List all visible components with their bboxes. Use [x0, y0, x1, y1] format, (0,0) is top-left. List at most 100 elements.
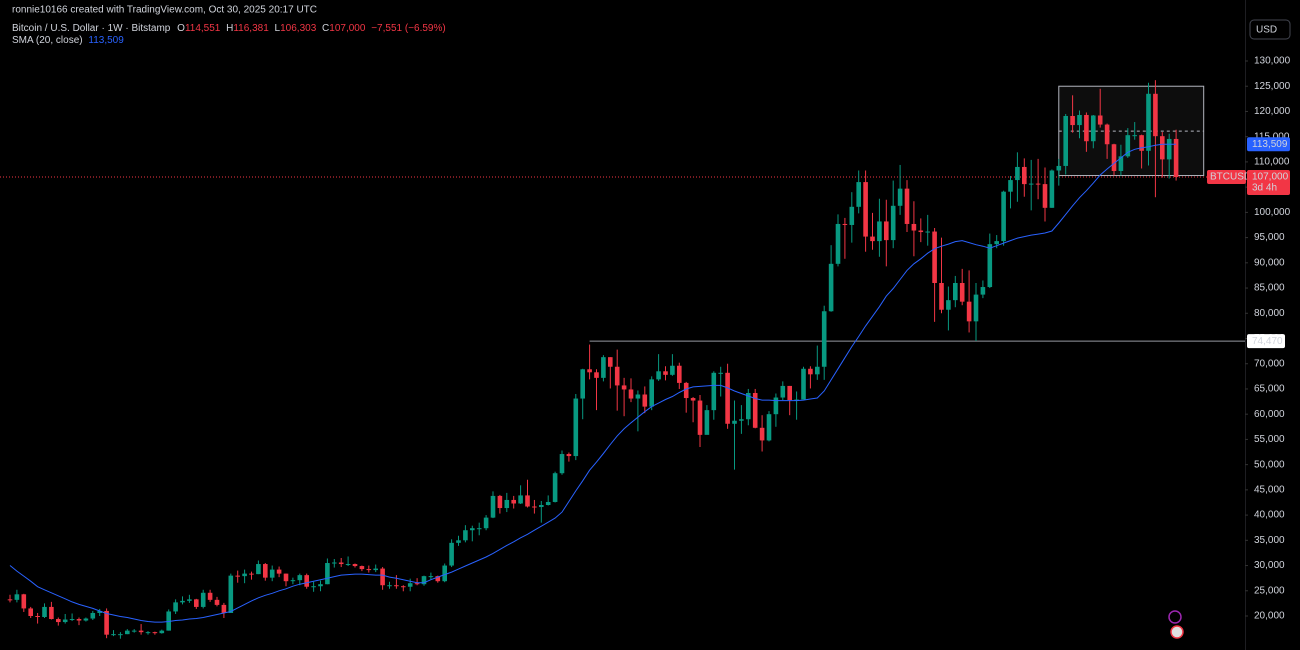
candle-body — [352, 564, 358, 567]
candle-body — [276, 569, 282, 574]
y-tick-label: 70,000 — [1254, 358, 1285, 369]
y-tick-label: 45,000 — [1254, 485, 1285, 496]
candle-body — [476, 528, 482, 530]
candle-body — [173, 602, 178, 612]
candle-body — [821, 311, 827, 367]
candle-body — [739, 419, 744, 421]
y-tick-label: 130,000 — [1254, 56, 1291, 67]
candle-body — [1022, 166, 1027, 185]
candle-body — [214, 599, 220, 605]
candle-body — [1111, 144, 1117, 171]
candle-body — [442, 565, 447, 582]
candle-body — [297, 575, 303, 581]
candle-body — [635, 394, 641, 399]
candle-body — [152, 632, 158, 634]
sma-tag-label: 113,509 — [1252, 139, 1288, 150]
level-tag — [1247, 334, 1285, 349]
candle-body — [1028, 183, 1034, 185]
candle-body — [35, 615, 40, 618]
y-tick-label: 110,000 — [1254, 157, 1290, 168]
candle-body — [718, 372, 723, 374]
icon-alert[interactable] — [1168, 610, 1182, 624]
candle-body — [835, 223, 841, 264]
y-tick-label: 55,000 — [1254, 434, 1285, 445]
candle-body — [925, 231, 930, 233]
y-tick-label: 115,000 — [1254, 131, 1290, 142]
icon-events[interactable] — [1170, 625, 1184, 639]
candle-body — [601, 357, 606, 378]
candle-body — [83, 618, 89, 621]
candle-body — [918, 230, 924, 233]
candle-body — [470, 528, 475, 531]
y-tick-label: 20,000 — [1254, 611, 1285, 622]
plot — [0, 80, 1245, 639]
candle-body — [973, 294, 979, 322]
candle-body — [877, 221, 882, 242]
candle-body — [414, 583, 420, 585]
y-tick-label: 80,000 — [1254, 308, 1285, 319]
candle-body — [594, 372, 599, 378]
level-tag-label: 74,470 — [1252, 336, 1283, 347]
candle-body — [456, 540, 461, 543]
close-label: C — [322, 23, 329, 34]
candle-body — [483, 517, 489, 529]
candle-body — [725, 372, 730, 424]
candle-body — [787, 385, 792, 401]
candle-body — [1056, 165, 1062, 171]
currency[interactable]: USD — [1256, 25, 1277, 36]
candle-body — [269, 569, 275, 578]
candle-body — [711, 372, 717, 411]
candle-body — [752, 392, 758, 428]
candle-body — [863, 182, 868, 237]
candle-body — [953, 282, 958, 301]
candle-body — [566, 454, 572, 457]
candle-body — [159, 630, 165, 634]
candle-body — [1146, 93, 1151, 151]
price-tag-label: 107,000 — [1252, 172, 1289, 183]
currency-button[interactable] — [1249, 19, 1291, 40]
candle-body — [1077, 114, 1082, 126]
candle-body — [1049, 170, 1055, 208]
candle-body — [21, 594, 27, 609]
candle-body — [1035, 183, 1041, 185]
y-tick-label: 35,000 — [1254, 535, 1285, 546]
candle-body — [890, 205, 896, 241]
candle-body — [511, 499, 516, 504]
candle-body — [1084, 114, 1089, 142]
candle-body — [187, 599, 192, 601]
low-label: L — [275, 23, 281, 34]
open-value: 114,551 — [185, 23, 221, 34]
candle-body — [180, 600, 185, 603]
candle-body — [1118, 156, 1124, 171]
candle-body — [249, 573, 254, 575]
candle-body — [911, 223, 917, 231]
candle-body — [435, 576, 441, 582]
y-tick-label: 120,000 — [1254, 106, 1291, 117]
candle-body — [690, 398, 696, 401]
candle-body — [1008, 180, 1013, 192]
candle-body — [939, 282, 944, 310]
y-tick-label: 90,000 — [1254, 257, 1285, 268]
candle-body — [145, 632, 151, 634]
candle-body — [966, 301, 972, 322]
candle-body — [801, 368, 806, 400]
candle-body — [828, 263, 834, 312]
candle-body — [1173, 138, 1179, 178]
candle-body — [608, 357, 613, 367]
candle-body — [525, 495, 530, 507]
y-tick-label: 25,000 — [1254, 585, 1285, 596]
candle-body — [766, 414, 772, 441]
candle-body — [56, 619, 61, 623]
candle-body — [49, 606, 54, 620]
candle-body — [311, 586, 316, 588]
candle-body — [332, 562, 337, 564]
candle-body — [497, 495, 503, 509]
candle-body — [932, 231, 937, 283]
candle-body — [131, 630, 137, 632]
candle-body — [42, 606, 47, 618]
candle-body — [539, 504, 544, 508]
candle-body — [946, 300, 951, 310]
candle-body — [338, 562, 344, 565]
y-tick-label: 95,000 — [1254, 232, 1285, 243]
